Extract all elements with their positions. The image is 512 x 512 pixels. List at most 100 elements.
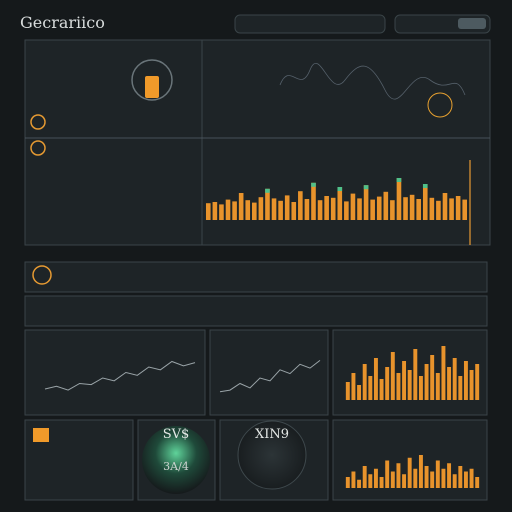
nav-bar[interactable] [234, 14, 386, 34]
bar [357, 385, 362, 400]
bar-tip [363, 185, 369, 190]
bar [337, 187, 343, 220]
bar [409, 194, 415, 220]
bar [447, 367, 452, 400]
bar [317, 200, 323, 220]
bar [435, 460, 440, 488]
bar [345, 382, 350, 400]
bar [258, 197, 264, 220]
bar [225, 199, 231, 220]
bar [418, 376, 423, 400]
icon[interactable] [32, 265, 52, 285]
bar [238, 193, 244, 220]
bar-tip [311, 182, 316, 187]
bar [368, 376, 373, 400]
bar [449, 198, 454, 220]
bar [463, 361, 468, 400]
bar [363, 185, 369, 220]
bar [416, 199, 421, 220]
bar [368, 474, 373, 488]
bar [447, 463, 452, 488]
bar [424, 466, 429, 488]
app-title: Gecrariico [20, 13, 105, 32]
bar [475, 364, 480, 400]
bar [430, 471, 435, 488]
bar [357, 479, 362, 488]
icon [30, 140, 46, 156]
bar [383, 191, 389, 220]
bar [324, 196, 329, 220]
bar [469, 370, 474, 400]
bar [407, 370, 412, 400]
info-strip [24, 295, 488, 327]
bar [455, 196, 461, 220]
bar [370, 199, 375, 220]
gauge-label: SV$ [163, 427, 190, 442]
bar [212, 202, 218, 220]
bar [424, 364, 429, 400]
bar [351, 471, 356, 488]
bar [252, 202, 257, 220]
bar [435, 373, 440, 400]
bar [396, 373, 401, 400]
bar [311, 182, 316, 220]
bar [452, 474, 457, 488]
bar [390, 200, 395, 220]
bar [396, 463, 401, 488]
bar [232, 201, 237, 220]
bar [330, 197, 336, 220]
gauge-label: XIN9 [255, 427, 289, 442]
bar [379, 477, 384, 488]
bar [441, 346, 446, 400]
bar [219, 204, 224, 220]
bar [291, 202, 297, 220]
bar [362, 364, 367, 400]
bar [373, 468, 378, 488]
bar [284, 195, 290, 220]
bar [376, 196, 382, 220]
bar-tip [422, 184, 428, 188]
search-button[interactable] [458, 18, 486, 29]
bar [418, 455, 423, 488]
bar [278, 200, 283, 220]
bar [344, 201, 349, 220]
bar [298, 191, 303, 220]
bar [442, 193, 448, 220]
bar [458, 376, 463, 400]
line-series [44, 360, 196, 391]
bar [271, 198, 277, 220]
bar [304, 199, 310, 220]
bar [265, 188, 270, 220]
bar [413, 468, 418, 488]
bar [422, 184, 428, 220]
bar [463, 471, 468, 488]
bar [407, 457, 412, 488]
bar [379, 379, 384, 400]
bar [475, 477, 480, 488]
panel [209, 329, 329, 416]
bar [357, 198, 362, 220]
bar [390, 352, 395, 400]
gauge [237, 420, 307, 490]
gauge-sub: 3A/4 [163, 460, 189, 473]
bar [469, 468, 474, 488]
bar [458, 466, 463, 488]
bar [362, 466, 367, 488]
bar [245, 200, 251, 220]
bar [373, 358, 378, 400]
panel [24, 329, 206, 416]
bar [396, 178, 402, 220]
bar [385, 460, 390, 488]
icon [30, 114, 46, 130]
bar [452, 358, 457, 400]
bar [413, 349, 418, 400]
gauge-ring [131, 59, 173, 101]
bar-tip [265, 188, 270, 193]
bar [430, 355, 435, 400]
info-strip [24, 261, 488, 293]
bar [351, 373, 356, 400]
bar [385, 367, 390, 400]
bar [390, 471, 395, 488]
